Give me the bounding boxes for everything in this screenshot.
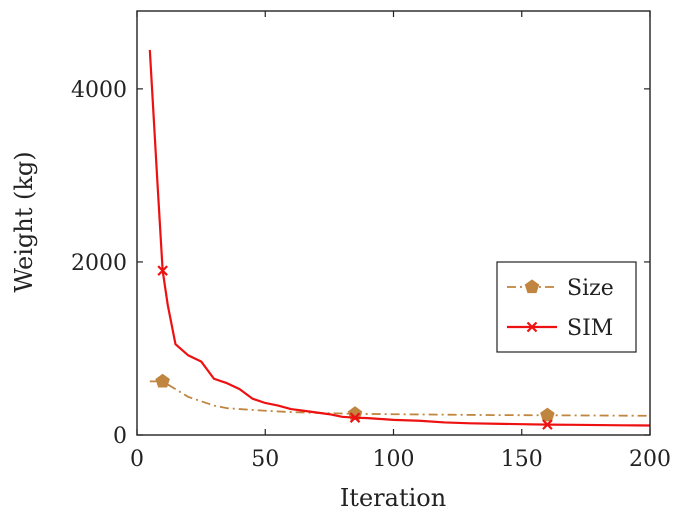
legend-box	[496, 261, 637, 353]
data-point-sim	[542, 419, 553, 430]
data-point-size	[155, 373, 170, 388]
x-axis-label: Iteration	[340, 484, 446, 512]
plot-marks	[148, 49, 651, 430]
legend-label-size: Size	[567, 276, 614, 301]
legend-marker-sim	[526, 321, 538, 333]
data-point-size	[540, 407, 555, 422]
y-tick-label: 2000	[71, 251, 127, 276]
x-tick-label: 200	[629, 447, 671, 472]
x-tick-label: 0	[130, 447, 144, 472]
y-tick-label: 4000	[71, 78, 127, 103]
legend-label-sim: SIM	[567, 316, 613, 341]
x-tick-label: 100	[373, 447, 415, 472]
x-tick-label: 150	[501, 447, 543, 472]
legend: Size SIM	[496, 261, 637, 353]
series-line-sim	[148, 49, 651, 427]
series-line-size	[149, 380, 651, 417]
data-point-sim	[349, 412, 361, 423]
plot-frame	[136, 10, 651, 436]
y-tick-label: 0	[113, 424, 127, 449]
data-point-size	[347, 406, 363, 420]
x-tick-label: 50	[251, 447, 279, 472]
y-axis-label: Weight (kg)	[10, 151, 38, 292]
legend-marker-size	[524, 279, 540, 294]
data-point-sim	[157, 265, 168, 276]
